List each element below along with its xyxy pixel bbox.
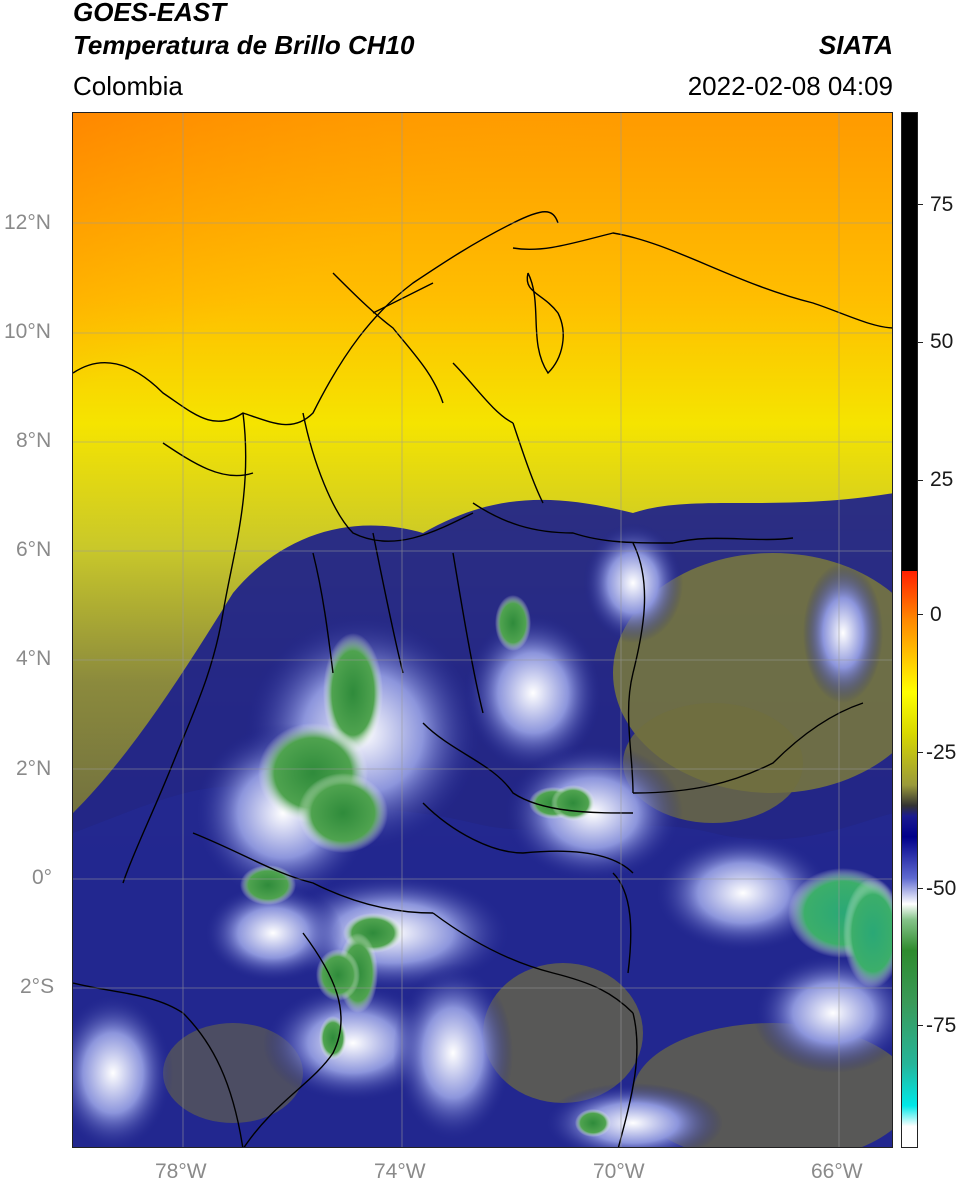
lat-tick-2s: 2°S [20, 975, 55, 998]
map-canvas [73, 113, 892, 1147]
colorbar-tick-25: 25 [930, 468, 954, 491]
lon-tick-70w: 70°W [593, 1160, 645, 1183]
lat-tick-12n: 12°N [4, 211, 51, 234]
lat-tick-0: 0° [32, 866, 53, 889]
lon-tick-74w: 74°W [374, 1160, 426, 1183]
satellite-title: GOES-EAST [73, 0, 227, 27]
colorbar-tick-0: 0 [930, 603, 942, 626]
source-label: SIATA [818, 30, 893, 60]
lon-tick-78w: 78°W [155, 1160, 207, 1183]
colorbar-tick-50: 50 [930, 330, 954, 353]
satellite-map[interactable] [72, 112, 893, 1148]
lat-tick-2n: 2°N [16, 757, 52, 780]
colorbar-tick-minus75: -75 [926, 1014, 957, 1037]
lat-tick-10n: 10°N [4, 320, 51, 343]
colorbar-tick-75: 75 [930, 193, 954, 216]
lon-tick-66w: 66°W [811, 1160, 863, 1183]
colorbar-tick-minus50: -50 [926, 877, 957, 900]
lat-tick-8n: 8°N [16, 429, 52, 452]
region-label: Colombia [73, 71, 183, 101]
colorbar-tick-minus25: -25 [926, 741, 957, 764]
datetime-label: 2022-02-08 04:09 [687, 71, 893, 101]
graticule [73, 113, 892, 1147]
lat-tick-6n: 6°N [16, 538, 52, 561]
product-title: Temperatura de Brillo CH10 [73, 30, 415, 60]
colorbar [901, 112, 918, 1148]
lat-tick-4n: 4°N [16, 647, 52, 670]
